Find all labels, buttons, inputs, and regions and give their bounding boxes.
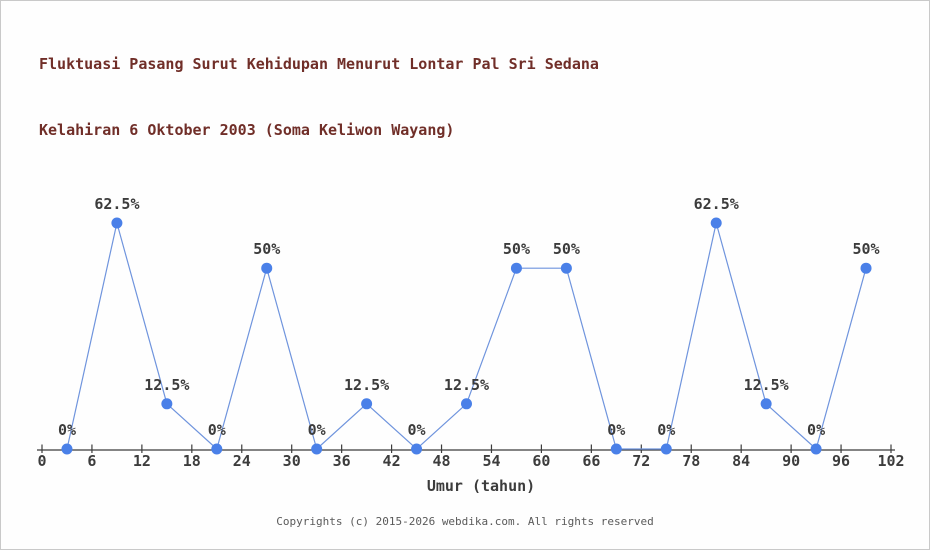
- x-axis-tick-label: 102: [877, 452, 904, 470]
- x-axis-tick-label: 12: [133, 452, 151, 470]
- data-point-marker: [510, 262, 522, 274]
- data-point-marker: [860, 262, 872, 274]
- data-point-label: 12.5%: [344, 376, 389, 394]
- data-point-marker: [61, 443, 73, 455]
- data-point-label: 62.5%: [694, 195, 739, 213]
- data-point-label: 0%: [308, 421, 326, 439]
- copyright-text: Copyrights (c) 2015-2026 webdika.com. Al…: [276, 515, 654, 528]
- x-axis-tick-label: 96: [832, 452, 850, 470]
- data-point-label: 0%: [657, 421, 675, 439]
- data-line: [66, 222, 867, 451]
- data-point-marker: [610, 443, 622, 455]
- data-point-label: 0%: [208, 421, 226, 439]
- x-axis-tick-label: 48: [432, 452, 450, 470]
- data-point-marker: [560, 262, 572, 274]
- x-axis-tick-label: 24: [233, 452, 251, 470]
- data-point-label: 0%: [607, 421, 625, 439]
- data-point-marker: [660, 443, 672, 455]
- data-point-marker: [161, 398, 173, 410]
- x-axis-tick-label: 0: [37, 452, 46, 470]
- data-point-label: 50%: [503, 240, 530, 258]
- data-point-marker: [261, 262, 273, 274]
- x-axis-tick-label: 18: [183, 452, 201, 470]
- data-point-marker: [710, 217, 722, 229]
- x-axis-tick-label: 90: [782, 452, 800, 470]
- data-point-marker: [311, 443, 323, 455]
- x-axis-tick-label: 54: [482, 452, 500, 470]
- chart-title-line-1: Fluktuasi Pasang Surut Kehidupan Menurut…: [39, 55, 599, 73]
- x-axis-tick-label: 42: [383, 452, 401, 470]
- data-point-label: 12.5%: [444, 376, 489, 394]
- x-axis-tick-label: 78: [682, 452, 700, 470]
- x-axis-tick-label: 72: [632, 452, 650, 470]
- x-axis-tick-label: 66: [582, 452, 600, 470]
- data-point-marker: [211, 443, 223, 455]
- data-point-marker: [111, 217, 123, 229]
- chart-title-line-2: Kelahiran 6 Oktober 2003 (Soma Keliwon W…: [39, 121, 455, 139]
- data-point-label: 0%: [807, 421, 825, 439]
- x-axis-title: Umur (tahun): [427, 477, 535, 495]
- chart-title: Fluktuasi Pasang Surut Kehidupan Menurut…: [39, 9, 599, 185]
- data-point-label: 50%: [253, 240, 280, 258]
- x-axis-tick-label: 84: [732, 452, 750, 470]
- data-point-marker: [411, 443, 423, 455]
- data-point-label: 50%: [852, 240, 879, 258]
- data-point-marker: [461, 398, 472, 410]
- x-axis-tick-label: 36: [333, 452, 351, 470]
- data-point-marker: [810, 443, 822, 455]
- x-axis-tick-label: 30: [283, 452, 301, 470]
- data-point-label: 50%: [553, 240, 580, 258]
- data-point-marker: [361, 398, 373, 410]
- data-point-label: 12.5%: [144, 376, 189, 394]
- data-point-label: 12.5%: [744, 376, 789, 394]
- data-point-marker: [760, 398, 772, 410]
- data-point-label: 0%: [58, 421, 76, 439]
- data-point-label: 0%: [408, 421, 426, 439]
- data-point-label: 62.5%: [94, 195, 139, 213]
- x-axis-tick-label: 6: [87, 452, 96, 470]
- x-axis-tick-label: 60: [532, 452, 550, 470]
